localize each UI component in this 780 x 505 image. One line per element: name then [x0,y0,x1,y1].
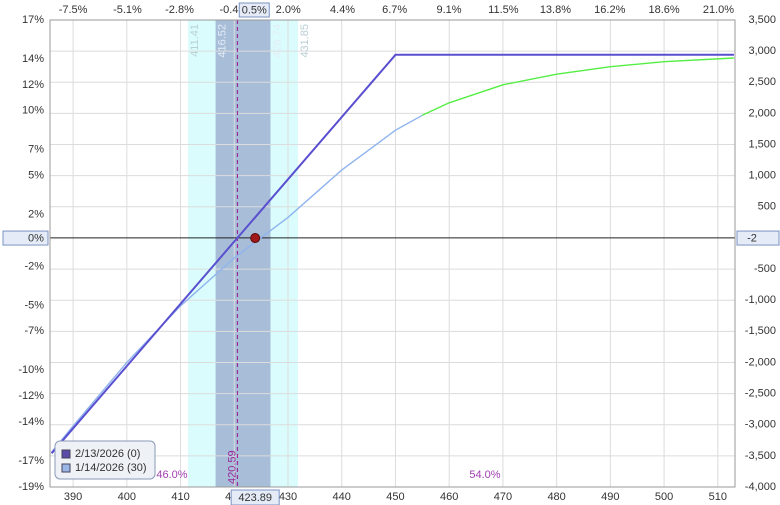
y2-tick-label: 17% [22,14,44,26]
y2-tick-label: 7% [28,144,44,156]
y-tick-label: -3,500 [745,450,776,462]
range-label: 416.52 [216,24,228,58]
x2-tick-label: -7.5% [59,4,88,16]
current-x2-box [238,2,270,18]
range-label: 411.41 [189,24,201,57]
legend-label: 1/14/2026 (30) [75,462,147,474]
y-tick-label: 2,500 [748,76,776,88]
y2-tick-label: -14% [18,416,44,428]
y-tick-label: 500 [758,201,776,213]
legend-label: 2/13/2026 (0) [75,448,140,460]
y2-tick-label: 10% [22,105,44,117]
current-point [250,233,261,244]
current-x-box [230,489,280,505]
current-x2: 0.5% [242,4,267,16]
x-tick-label: 400 [118,491,136,503]
payoff-line [50,53,734,454]
range-label: 431.85 [299,24,311,58]
payoff-line [422,57,734,116]
x2-tick-label: 11.5% [488,4,519,16]
y-tick-label: -1,500 [745,325,776,337]
y-tick-label: 2,000 [748,107,776,119]
legend-swatch [61,463,71,473]
x2-tick-label: 16.2% [594,4,625,16]
legend-swatch [61,449,71,459]
breakeven-label: 420.59 [226,450,238,484]
y-tick-label: -2,000 [745,356,776,368]
x-tick-label: 470 [494,491,512,503]
y2-tick-label: 12% [22,79,44,91]
y-tick-label: 3,000 [748,45,776,57]
x2-tick-label: 4.4% [330,4,355,16]
x2-tick-label: 13.8% [540,4,571,16]
y2-tick-label: -19% [18,481,44,493]
range-label: 426.74 [271,24,283,58]
legend-box [54,440,156,480]
y-tick-label: -4,000 [745,481,776,493]
x2-tick-label: 21.0% [703,4,734,16]
y2-tick-label: -2% [24,260,44,272]
payoff-line [51,114,423,453]
y2-tick-label: -17% [18,455,44,467]
y-tick-label: 1,500 [748,138,776,150]
x-tick-label: 450 [386,491,404,503]
x-tick-label: 500 [655,491,673,503]
y-tick-label: -2,500 [745,388,776,400]
y2-tick-label: -7% [24,325,44,337]
y2-tick-label: -10% [18,364,44,376]
x-tick-label: 390 [64,491,82,503]
x2-tick-label: -2.8% [165,4,194,16]
probability-label: 46.0% [156,469,187,481]
legend: 2/13/2026 (0) 1/14/2026 (30) [54,440,156,480]
x-tick-label: 510 [709,491,727,503]
x2-tick-label: 6.7% [382,4,407,16]
y-tick-label: 1,000 [748,170,776,182]
x-tick-label: 410 [171,491,189,503]
x-tick-label: 430 [279,491,297,503]
x2-tick-label: 18.6% [649,4,680,16]
current-pl: -2 [747,232,757,244]
y-tick-label: -500 [754,263,776,275]
plot-border [49,19,736,488]
y2-tick-label: -5% [24,299,44,311]
y-tick-label: 3,500 [748,14,776,26]
y-tick-label: -1,000 [745,294,776,306]
x-tick-label: 480 [547,491,565,503]
y2-tick-label: 5% [28,170,44,182]
x2-tick-label: -5.1% [113,4,142,16]
current-pl-pct: 0% [28,232,44,244]
probability-label: 54.0% [469,469,500,481]
y-tick-label: -3,000 [745,419,776,431]
current-pl-pct-box [2,230,49,246]
current-pl-box [736,230,780,246]
x2-tick-label: 2.0% [276,4,301,16]
x-tick-label: 490 [601,491,619,503]
y2-tick-label: 2% [28,208,44,220]
x-tick-label: 440 [333,491,351,503]
y2-tick-label: -12% [18,390,44,402]
x2-tick-label: 9.1% [436,4,461,16]
y2-tick-label: 14% [22,53,44,65]
x-tick-label: 460 [440,491,458,503]
current-x: 423.89 [238,492,272,504]
plot-area [50,20,735,487]
